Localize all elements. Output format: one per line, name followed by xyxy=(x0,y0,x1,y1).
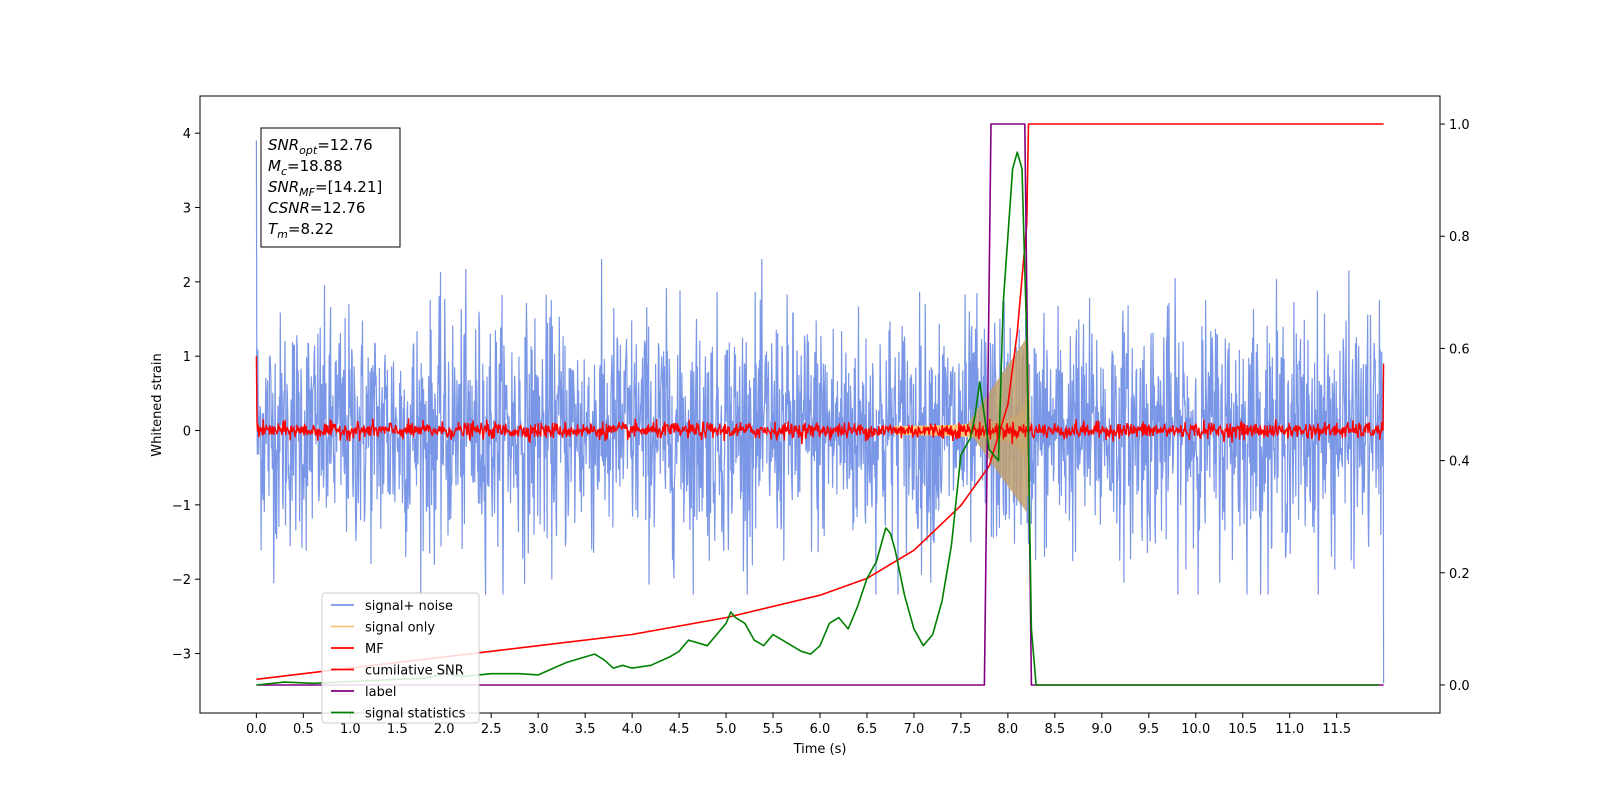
legend-item-label: MF xyxy=(365,642,384,657)
x-tick-label: 6.5 xyxy=(857,722,878,737)
y-tick-label: 3 xyxy=(183,202,191,217)
y-tick-label: −1 xyxy=(172,499,191,514)
series-signal-noise xyxy=(255,140,1385,684)
y-tick-label: 2 xyxy=(183,276,191,291)
x-tick-label: 9.5 xyxy=(1138,722,1159,737)
series-mf xyxy=(255,356,1385,445)
x-tick-label: 11.5 xyxy=(1322,722,1351,737)
x-tick-label: 3.0 xyxy=(528,722,549,737)
x-tick-label: 5.0 xyxy=(716,722,737,737)
x-tick-label: 4.0 xyxy=(622,722,643,737)
x-tick-label: 1.0 xyxy=(340,722,361,737)
x-tick-label: 2.0 xyxy=(434,722,455,737)
x-tick-label: 2.5 xyxy=(481,722,502,737)
legend-item-label: signal only xyxy=(365,621,435,636)
x-axis: 0.0 0.5 1.0 1.5 2.0 2.5 3.0 3.5 4.0 4.5 5.0 5.5 6.0 6… xyxy=(246,713,1351,737)
y-tick-label: 4 xyxy=(183,127,191,142)
annotation-line: Mc=18.88 xyxy=(268,157,343,178)
y-axis-left: 4 3 2 1 0 −1 −2 −3 xyxy=(172,127,200,663)
x-tick-label: 8.0 xyxy=(998,722,1019,737)
y-tick-label: −2 xyxy=(172,573,191,588)
series-cumulative-snr xyxy=(256,123,1384,681)
x-tick-label: 10.0 xyxy=(1181,722,1210,737)
y2-tick-label: 0.4 xyxy=(1449,455,1470,470)
series-layer xyxy=(255,123,1385,686)
y-tick-label: 0 xyxy=(183,425,191,440)
annotation-line: SNRopt=12.76 xyxy=(268,136,373,157)
x-tick-label: 9.0 xyxy=(1091,722,1112,737)
series-signal-only-envelope xyxy=(965,337,1031,513)
x-tick-label: 11.0 xyxy=(1275,722,1304,737)
legend: signal+ noise signal only MF cumilative SNR… xyxy=(321,592,480,724)
annotation-box: SNRopt=12.76Mc=18.88SNRMF=[14.21]CSNR=12… xyxy=(260,127,401,248)
annotation-line: CSNR=12.76 xyxy=(268,199,365,217)
x-tick-label: 8.5 xyxy=(1045,722,1066,737)
x-tick-label: 6.0 xyxy=(810,722,831,737)
x-tick-label: 4.5 xyxy=(669,722,690,737)
legend-item-label: label xyxy=(365,685,396,700)
legend-item-label: signal+ noise xyxy=(365,599,453,614)
y2-tick-label: 0.6 xyxy=(1449,342,1470,357)
x-tick-label: 3.5 xyxy=(575,722,596,737)
series-signal-statistics xyxy=(256,151,1379,686)
x-tick-label: 0.5 xyxy=(293,722,314,737)
y2-tick-label: 0.2 xyxy=(1449,567,1470,582)
y-axis-label: Whitened strain xyxy=(150,353,165,456)
annotation-frame xyxy=(260,127,401,248)
y-tick-label: −3 xyxy=(172,648,191,663)
x-tick-label: 1.5 xyxy=(387,722,408,737)
y-tick-label: 1 xyxy=(183,350,191,365)
y2-tick-label: 0.0 xyxy=(1449,679,1470,694)
annotation-line: SNRMF=[14.21] xyxy=(268,178,382,199)
legend-item-label: signal statistics xyxy=(365,707,466,722)
y2-tick-label: 0.8 xyxy=(1449,230,1470,245)
y2-tick-label: 1.0 xyxy=(1449,118,1470,133)
x-tick-label: 5.5 xyxy=(763,722,784,737)
legend-item-label: cumilative SNR xyxy=(365,664,464,679)
y-axis-right: 1.0 0.8 0.6 0.4 0.2 0.0 xyxy=(1440,118,1470,694)
x-tick-label: 7.0 xyxy=(904,722,925,737)
annotation-line: Tm=8.22 xyxy=(268,220,334,241)
legend-frame xyxy=(321,592,480,724)
x-tick-label: 10.5 xyxy=(1228,722,1257,737)
x-tick-label: 7.5 xyxy=(951,722,972,737)
x-tick-label: 0.0 xyxy=(246,722,267,737)
x-axis-label: Time (s) xyxy=(793,742,847,757)
